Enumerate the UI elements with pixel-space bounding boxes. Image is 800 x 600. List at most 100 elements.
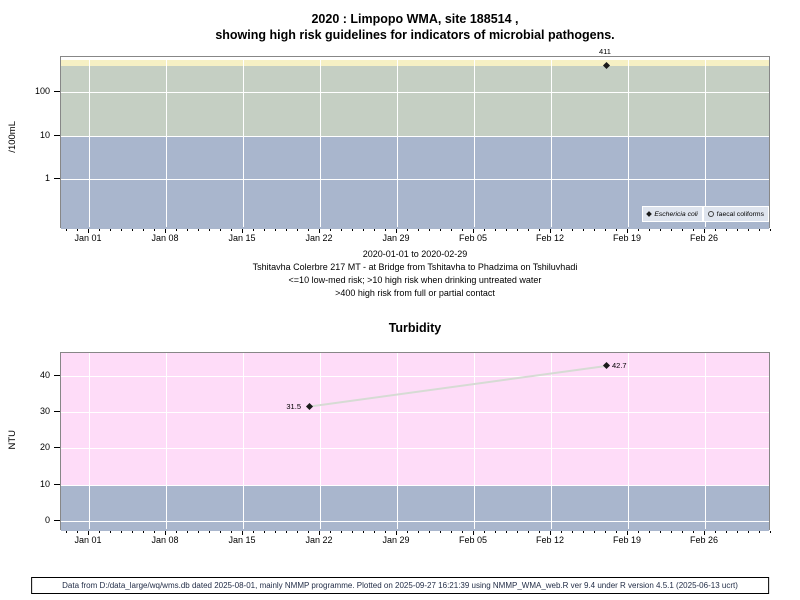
x-axis-minor-tick [363, 531, 364, 533]
h-gridline [61, 92, 769, 94]
x-axis-minor-tick [187, 531, 188, 533]
x-axis-tick [319, 531, 320, 535]
x-tick-label: Feb 19 [612, 233, 642, 243]
h-gridline [61, 412, 769, 414]
x-axis-minor-tick [495, 229, 496, 231]
x-axis-minor-tick [176, 229, 177, 231]
x-axis-minor-tick [418, 531, 419, 533]
caption-risk-guideline-1: <=10 low-med risk; >10 high risk when dr… [288, 275, 542, 285]
x-axis-minor-tick [374, 531, 375, 533]
data-point-label: 42.7 [612, 360, 627, 370]
legend-label-eschericia-coli: Eschericia coli [654, 210, 698, 218]
x-axis-minor-tick [748, 531, 749, 533]
x-axis-tick [242, 229, 243, 233]
x-axis-minor-tick [517, 531, 518, 533]
x-axis-minor-tick [561, 229, 562, 231]
x-tick-label: Jan 29 [382, 535, 410, 545]
x-axis-minor-tick [726, 531, 727, 533]
x-axis-minor-tick [286, 229, 287, 231]
x-axis-minor-tick [121, 229, 122, 231]
x-axis-tick [473, 531, 474, 535]
x-axis-minor-tick [528, 229, 529, 231]
x-axis-minor-tick [330, 229, 331, 231]
x-axis-minor-tick [110, 229, 111, 231]
x-axis-minor-tick [264, 229, 265, 231]
x-axis-minor-tick [231, 531, 232, 533]
ecoli-chart-plot: Eschericia coli faecal coliforms [60, 56, 770, 229]
x-tick-label: Jan 15 [228, 535, 256, 545]
x-axis-minor-tick [154, 531, 155, 533]
y-tick-label: 10 [39, 129, 50, 140]
x-axis-minor-tick [616, 531, 617, 533]
x-axis-minor-tick [275, 531, 276, 533]
legend-item-faecal-coliforms: faecal coliforms [702, 206, 769, 222]
x-tick-label: Feb 05 [458, 233, 488, 243]
v-gridline [320, 353, 321, 529]
x-axis-minor-tick [671, 229, 672, 231]
y-tick-label: 20 [39, 442, 50, 453]
x-axis-tick [396, 229, 397, 233]
x-axis-minor-tick [759, 531, 760, 533]
x-axis-minor-tick [407, 531, 408, 533]
x-axis-minor-tick [66, 531, 67, 533]
x-axis-minor-tick [605, 531, 606, 533]
x-axis-tick [165, 229, 166, 233]
x-tick-label: Feb 19 [612, 535, 642, 545]
trend-line [308, 365, 607, 408]
x-tick-label: Jan 08 [151, 233, 179, 243]
y-axis-tick [54, 447, 60, 449]
x-axis-tick [88, 229, 89, 233]
x-tick-label: Jan 08 [151, 535, 179, 545]
turbidity-title: Turbidity [388, 321, 442, 335]
caption-block: 2020-01-01 to 2020-02-29 Tshitavha Coler… [60, 248, 770, 300]
x-axis-minor-tick [374, 229, 375, 231]
x-axis-minor-tick [440, 229, 441, 231]
x-axis-minor-tick [132, 229, 133, 231]
x-axis-minor-tick [429, 531, 430, 533]
x-axis-tick [704, 229, 705, 233]
x-axis-minor-tick [253, 229, 254, 231]
x-axis-minor-tick [121, 531, 122, 533]
v-gridline [474, 353, 475, 529]
x-axis-minor-tick [198, 531, 199, 533]
y-axis-tick [54, 411, 60, 413]
y-tick-label: 30 [39, 406, 50, 417]
y-tick-label: 0 [44, 515, 50, 525]
x-axis-minor-tick [583, 531, 584, 533]
x-axis-minor-tick [429, 229, 430, 231]
x-axis-minor-tick [297, 229, 298, 231]
caption-site-description: Tshitavha Colerbre 217 MT - at Bridge fr… [252, 262, 578, 272]
x-tick-label: Feb 12 [535, 535, 565, 545]
x-axis-minor-tick [484, 229, 485, 231]
x-axis-minor-tick [583, 229, 584, 231]
x-axis-minor-tick [605, 229, 606, 231]
x-tick-label: Feb 26 [689, 233, 719, 243]
v-gridline [166, 57, 167, 227]
x-axis-tick [396, 531, 397, 535]
x-axis-minor-tick [132, 531, 133, 533]
h-gridline [61, 179, 769, 180]
x-axis-minor-tick [715, 531, 716, 533]
x-axis-minor-tick [451, 531, 452, 533]
x-axis-minor-tick [198, 229, 199, 231]
x-axis-minor-tick [506, 531, 507, 533]
x-axis-minor-tick [649, 531, 650, 533]
x-axis-minor-tick [341, 531, 342, 533]
v-gridline [320, 57, 321, 227]
x-axis-minor-tick [330, 531, 331, 533]
x-axis-minor-tick [572, 531, 573, 533]
x-axis-minor-tick [649, 229, 650, 231]
x-axis-minor-tick [253, 531, 254, 533]
caption-risk-guideline-2: >400 high risk from full or partial cont… [335, 288, 495, 298]
x-axis-minor-tick [352, 229, 353, 231]
y-tick-label: 1 [44, 173, 50, 183]
x-axis-tick [627, 229, 628, 233]
x-axis-minor-tick [616, 229, 617, 231]
band-above-10-ntu [61, 353, 769, 485]
y-axis-tick [54, 520, 60, 521]
x-axis-minor-tick [759, 229, 760, 231]
x-axis-minor-tick [495, 531, 496, 533]
x-axis-minor-tick [66, 229, 67, 231]
x-axis-minor-tick [506, 229, 507, 231]
x-axis-minor-tick [209, 531, 210, 533]
